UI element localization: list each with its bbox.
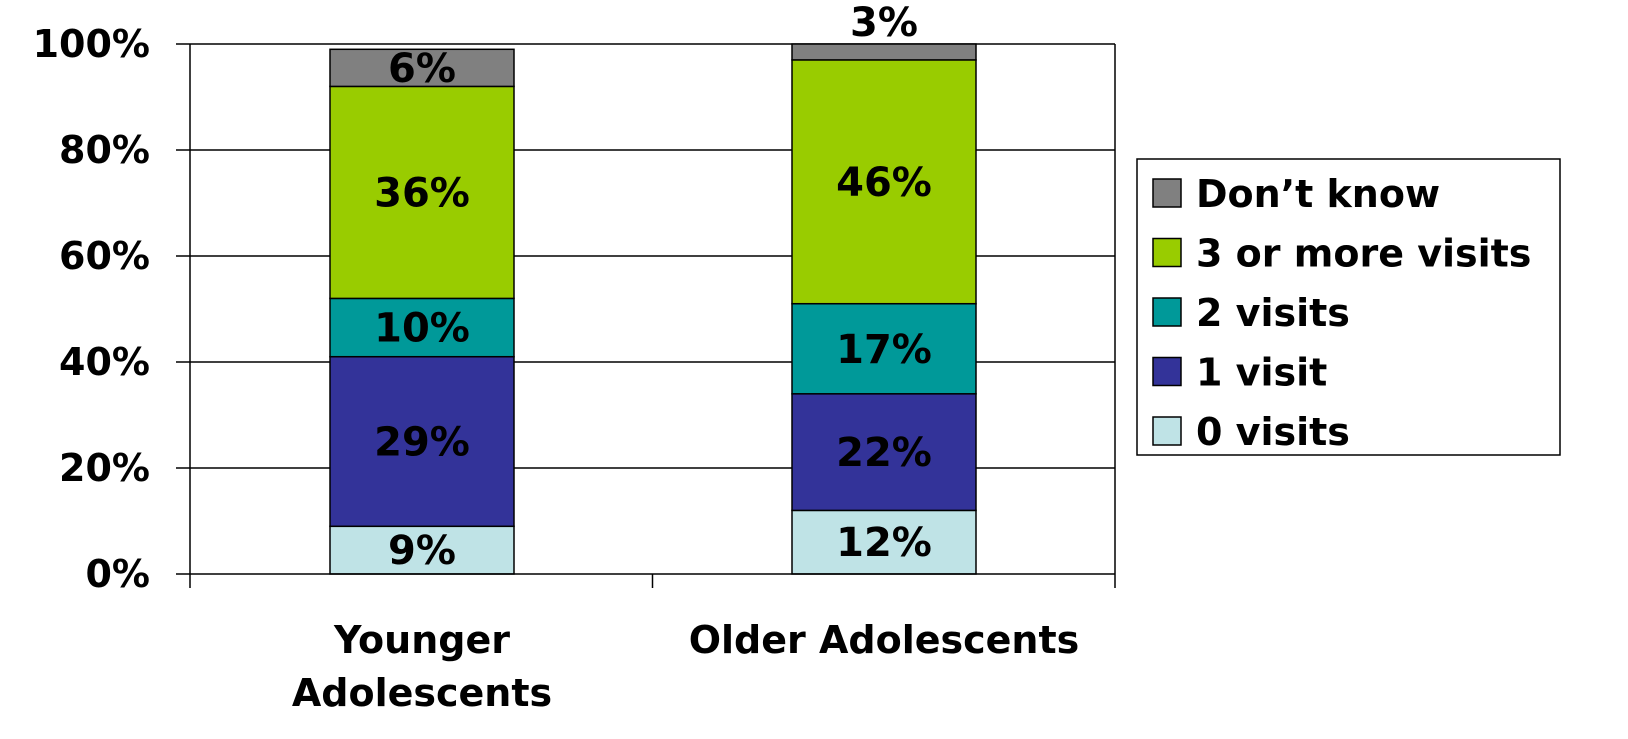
- data-label: 46%: [836, 160, 932, 206]
- legend-label: 0 visits: [1196, 410, 1350, 454]
- data-label: 10%: [374, 306, 470, 352]
- legend-swatch: [1152, 356, 1182, 387]
- data-label: 9%: [388, 528, 456, 574]
- legend-swatch: [1152, 237, 1182, 268]
- legend-label: 1 visit: [1196, 351, 1327, 395]
- bar-segment: [791, 59, 977, 305]
- data-label: 29%: [374, 420, 470, 466]
- legend-label: Don’t know: [1196, 172, 1440, 216]
- data-label: 3%: [850, 0, 918, 46]
- x-category-label: Older Adolescents: [689, 618, 1080, 662]
- legend-swatch: [1152, 297, 1182, 327]
- data-label: 22%: [836, 430, 932, 476]
- legend-label: 3 or more visits: [1196, 232, 1531, 276]
- y-tick-label: 40%: [59, 340, 150, 384]
- bar-segment: [791, 393, 977, 512]
- data-labels: 9% 29% 10% 36% 6% 12% 22% 17% 46% 3%: [374, 0, 932, 574]
- legend: Don’t know 3 or more visits 2 visits 1 visi…: [1136, 158, 1561, 456]
- legend-label: 2 visits: [1196, 291, 1350, 335]
- legend-swatch: [1152, 416, 1182, 446]
- legend-swatch: [1152, 178, 1182, 208]
- data-label: 36%: [374, 170, 470, 216]
- bar-segment: [329, 48, 515, 88]
- x-category-label: Younger: [333, 618, 510, 662]
- axes: 0% 20% 40% 60% 80% 100% Younger Adolescents Olde…: [33, 22, 1116, 715]
- bar-segment: [791, 43, 977, 61]
- x-category-label: Adolescents: [292, 671, 552, 715]
- data-label: 12%: [836, 520, 932, 566]
- data-label: 6%: [388, 46, 456, 92]
- bar-stacks: [329, 43, 977, 575]
- bar-segment: [329, 525, 515, 575]
- y-tick-label: 0%: [85, 552, 150, 596]
- y-tick-label: 80%: [59, 128, 150, 172]
- y-tick-label: 60%: [59, 234, 150, 278]
- bar-segment: [329, 355, 515, 528]
- y-tick-label: 100%: [33, 22, 150, 66]
- legend-box: [1136, 158, 1561, 456]
- y-tick-label: 20%: [59, 446, 150, 490]
- bar-segment: [791, 302, 977, 395]
- data-label: 17%: [836, 327, 932, 373]
